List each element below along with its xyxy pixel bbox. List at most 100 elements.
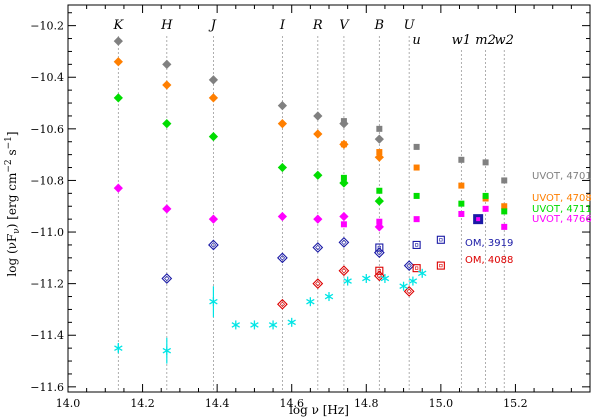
band-label-J: J [208,18,217,33]
y-tick-label: −11.4 [30,329,64,342]
data-point-inner [415,243,419,247]
data-point [458,156,465,163]
data-point [208,214,219,224]
data-point [482,192,489,199]
data-point-inner [279,301,286,307]
data-point-inner [377,269,381,273]
data-point [399,283,408,290]
data-point [376,149,383,156]
data-point [306,298,315,305]
data-point [403,260,415,271]
data-point [208,93,219,103]
data-point [374,196,384,206]
plot-border [67,4,591,393]
legend-label: UVOT, 4708 [532,193,592,204]
data-point [113,93,123,103]
x-tick-label: 15.0 [429,397,454,410]
data-point-inner [315,280,321,287]
legend-label: UVOT, 4766 [532,214,592,225]
y-axis-title-main: log (νF [5,234,19,277]
y-tick-label: −11.6 [30,381,64,394]
data-point [376,187,383,194]
band-label-w1: w1 [452,33,471,48]
data-point-inner [164,275,170,282]
data-point [277,298,288,310]
band-label-w2: w2 [495,33,514,48]
data-point-inner [406,262,412,269]
data-point-inner [210,242,217,248]
data-point [343,278,352,284]
data-point [277,162,288,173]
data-point [458,210,465,217]
y-axis-title: log (νFν) [erg cm−2 s−1] [4,131,22,276]
x-tick-label: 14.0 [56,397,81,410]
data-point [338,236,350,248]
series-green [113,93,384,206]
x-tick-label: 14.8 [354,397,379,410]
y-axis-title-sup2: −1 [4,136,14,149]
data-point [376,218,383,225]
data-point [277,119,288,129]
data-point [413,192,420,199]
data-point [113,36,123,46]
data-point-inner [376,273,383,279]
data-point [162,204,172,214]
band-label-B: B [374,18,385,33]
data-point [250,322,259,328]
y-axis-title-post: ) [erg cm [5,172,19,228]
data-point [436,235,445,244]
data-point-inner [279,255,286,261]
data-point [208,239,219,251]
data-point [324,293,334,300]
data-point [374,152,384,162]
y-axis-title-end: ] [5,131,19,136]
data-point [362,275,371,282]
data-point-inner [439,263,443,268]
y-tick-label: −10.4 [30,71,64,84]
data-point [374,222,384,232]
y-axis-title-sub: ν [12,228,22,233]
data-point-inner [439,238,443,242]
data-point [277,252,288,264]
series-uvot-4766 [340,205,508,230]
data-point [380,275,390,282]
y-tick-label: −10.8 [30,174,64,187]
y-axis-title-mid: s [5,149,19,159]
data-point-inner [341,239,347,246]
data-point-inner [415,266,419,270]
data-point [412,264,421,273]
data-series [113,36,508,364]
data-point [403,286,415,297]
data-point [312,242,324,253]
data-point [375,243,384,252]
data-point [313,111,323,121]
legend-label: OM, 4088 [465,255,513,266]
data-point [287,319,296,326]
data-point [436,261,445,270]
data-point [313,214,323,224]
y-tick-label: −10.2 [30,20,64,33]
data-point [338,265,350,277]
y-tick-label: −11.0 [30,226,64,239]
x-tick-label: 14.4 [205,397,230,410]
band-label-I: I [279,18,286,33]
band-label-V: V [339,18,350,33]
x-ticks: 14.0 14.2 14.4 14.6 14.8 15.0 15.2 [56,5,591,410]
legend-label: OM, 3919 [465,238,513,249]
data-point [501,177,508,184]
x-tick-label: 15.2 [503,397,528,410]
legend-label: UVOT, 4711 [532,204,592,215]
data-point [162,59,172,69]
data-point [501,223,508,230]
legend-label: UVOT, 4701 [532,171,592,182]
data-point [113,57,123,67]
data-point [417,270,427,277]
data-point-inner [315,244,321,251]
data-point [482,159,489,166]
data-point [412,240,421,249]
data-point [268,322,278,328]
y-ticks: −11.6 −11.4 −11.2 −11.0 −10.8 −10.6 −10.4 −10.2 [30,12,590,394]
series-red-open [277,265,415,310]
data-point-inner [376,249,383,256]
